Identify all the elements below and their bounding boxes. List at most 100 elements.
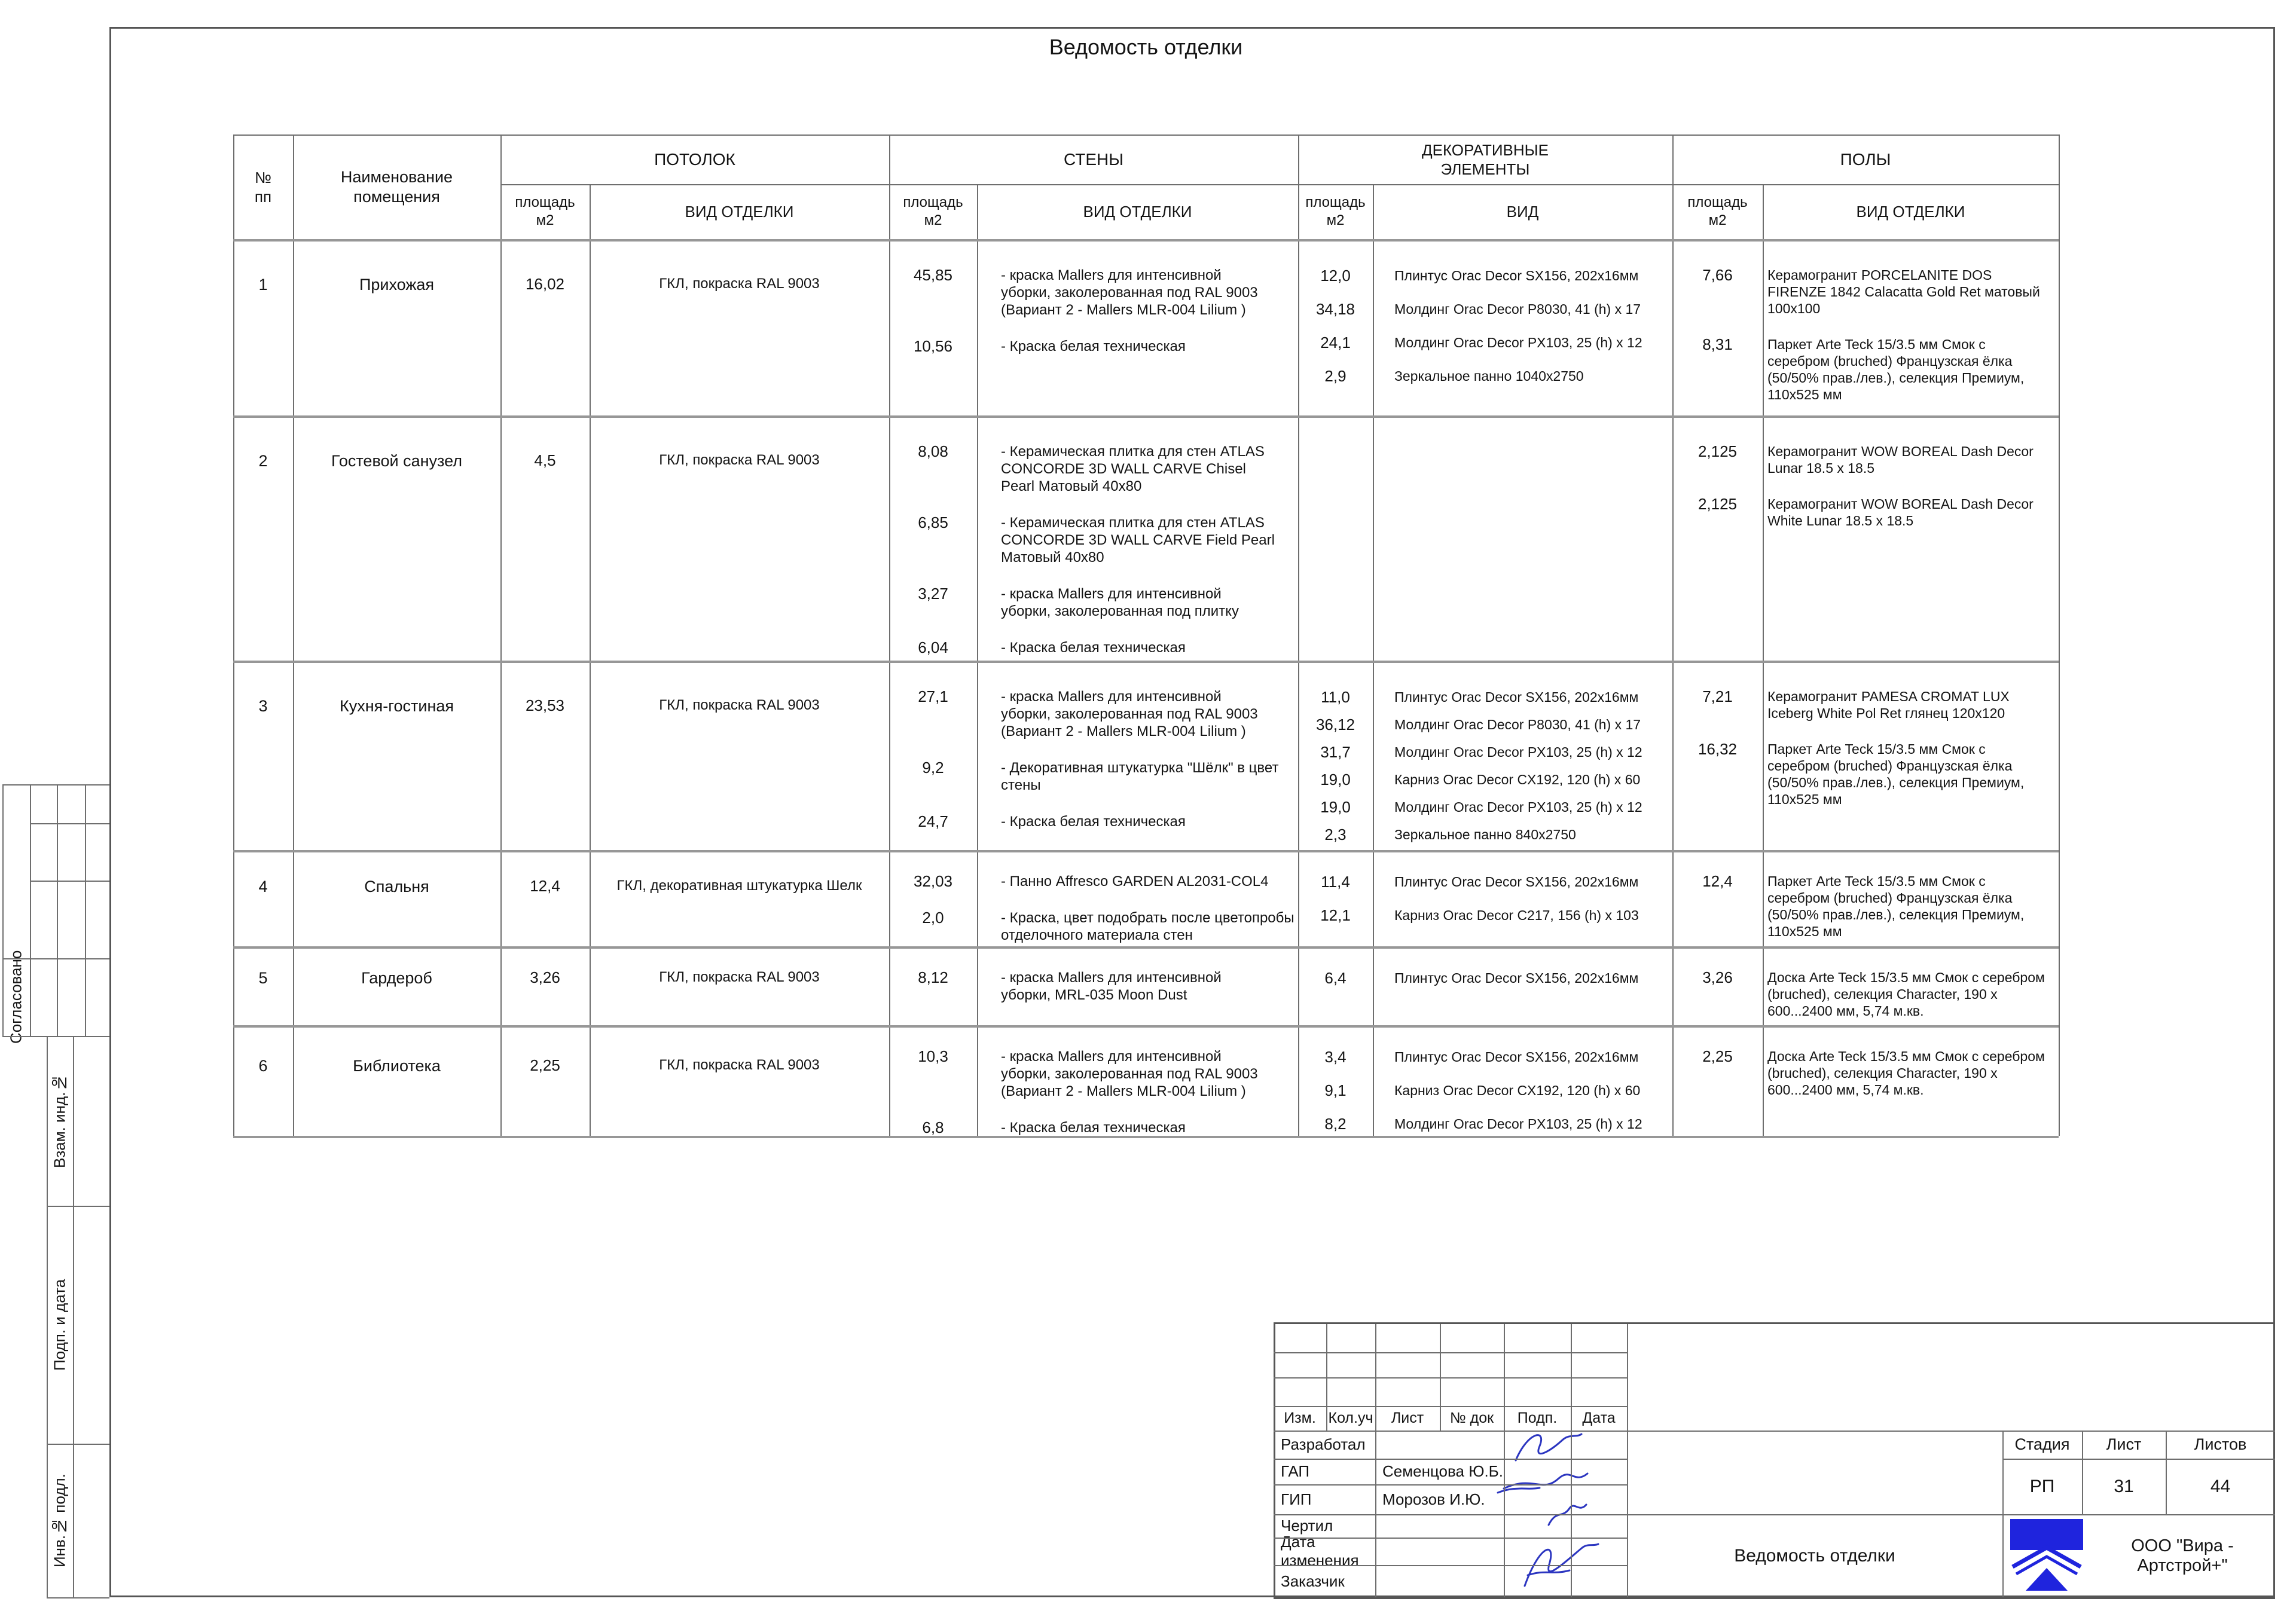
group-decor: ДЕКОРАТИВНЫЕ ЭЛЕМЕНТЫ (1422, 140, 1549, 178)
walls-item: 2,0 - Краска, цвет подобрать после цветоп… (889, 909, 1298, 944)
area-value: 11,0 (1321, 688, 1350, 706)
walls-item: 8,12 - краска Mallers для интенсивной убо… (889, 969, 1298, 1004)
finish-desc: - Керамическая плитка для стен ATLAS CON… (1001, 444, 1265, 494)
grid-line (233, 661, 2059, 663)
grid-line (1274, 1322, 1275, 1597)
grid-line (1672, 135, 1674, 1136)
finish-desc: Карниз Orac Decor C217, 156 (h) х 103 (1394, 907, 1639, 923)
rev-header-koluch: Кол.уч (1328, 1410, 1373, 1426)
grid-line (1274, 1484, 1627, 1486)
company-name: ООО "Вира - Артстрой+" (2131, 1536, 2234, 1575)
floors-item: 3,26 Доска Arte Teck 15/3.5 мм Смок с сер… (1672, 969, 2059, 1019)
area-value: 11,4 (1321, 873, 1350, 891)
rev-header-ndok: № док (1449, 1410, 1494, 1426)
room-name: Гардероб (361, 969, 432, 987)
ceiling-area: 4,5 (534, 451, 556, 469)
sheets-header: Листов (2194, 1435, 2247, 1453)
walls-items: 8,08 - Керамическая плитка для стен ATLAS… (889, 415, 1298, 661)
header-area-floors: площадь м2 (1687, 194, 1748, 228)
finish-desc: - Краска белая техническая (1001, 640, 1186, 656)
walls-item: 3,27 - краска Mallers для интенсивной убо… (889, 585, 1298, 620)
room-name: Кухня-гостиная (339, 697, 454, 715)
decor-item: 36,12 Молдинг Orac Decor P8030, 41 (h) х … (1298, 716, 1672, 733)
grid-line (1274, 1565, 1627, 1566)
role-drawn: Чертил (1281, 1517, 1333, 1535)
rev-header-data: Дата (1582, 1410, 1616, 1426)
walls-items: 27,1 - краска Mallers для интенсивной убо… (889, 661, 1298, 850)
area-value: 6,4 (1324, 969, 1347, 987)
finish-desc: Плинтус Orac Decor SX156, 202х16мм (1394, 268, 1639, 283)
area-value: 10,56 (913, 337, 953, 355)
walls-item: 6,04 - Краска белая техническая (889, 639, 1298, 656)
walls-item: 27,1 - краска Mallers для интенсивной убо… (889, 688, 1298, 740)
role-gap: ГАП (1281, 1462, 1310, 1480)
grid-line (2, 958, 109, 959)
decor-item: 19,0 Молдинг Orac Decor PX103, 25 (h) х 1… (1298, 798, 1672, 816)
page-title: Ведомость отделки (1049, 35, 1243, 59)
grid-line (2082, 1431, 2083, 1514)
header-vid-decor: ВИД (1506, 203, 1539, 221)
finish-desc: Зеркальное панно 840х2750 (1394, 827, 1576, 842)
grid-line (233, 1025, 2059, 1028)
grid-line (30, 784, 31, 1036)
finish-desc: Керамогранит PORCELANITE DOS FIRENZE 184… (1767, 267, 2040, 316)
grid-line (1375, 1322, 1376, 1597)
grid-line (1763, 184, 1764, 1136)
header-area-walls: площадь м2 (903, 194, 963, 228)
floors-items: 3,26 Доска Arte Teck 15/3.5 мм Смок с сер… (1672, 946, 2059, 1025)
header-area-ceiling: площадь м2 (515, 194, 575, 228)
finish-desc: Керамогранит WOW BOREAL Dash Decor White… (1767, 496, 2034, 528)
header-room: Наименование помещения (340, 167, 453, 206)
sheet-number: 31 (2114, 1476, 2134, 1496)
group-walls: СТЕНЫ (1063, 149, 1124, 169)
grid-line (500, 184, 2059, 185)
area-value: 31,7 (1320, 743, 1351, 761)
grid-line (1274, 1597, 2275, 1599)
area-value: 32,03 (913, 872, 953, 890)
walls-items: 32,03 - Панно Affresco GARDEN AL2031-COL4… (889, 850, 1298, 946)
floors-item: 8,31 Паркет Arte Teck 15/3.5 мм Смок с се… (1672, 336, 2059, 403)
grid-line (47, 1444, 109, 1445)
area-value: 16,32 (1697, 740, 1738, 758)
finish-desc: - краска Mallers для интенсивной уборки,… (1001, 586, 1239, 619)
ceiling-area: 16,02 (525, 275, 565, 293)
grid-line (293, 135, 294, 1136)
finish-desc: Доска Arte Teck 15/3.5 мм Смок с серебро… (1767, 1049, 2045, 1098)
decor-item: 8,2 Молдинг Orac Decor PX103, 25 (h) х 12 (1298, 1115, 1672, 1133)
area-value: 12,4 (1702, 872, 1733, 890)
floors-items: 2,25 Доска Arte Teck 15/3.5 мм Смок с сер… (1672, 1025, 2059, 1136)
area-value: 3,4 (1324, 1048, 1347, 1066)
finish-desc: - краска Mallers для интенсивной уборки,… (1001, 970, 1222, 1003)
grid-line (233, 135, 234, 1136)
grid-line (85, 784, 86, 1036)
area-value: 27,1 (918, 687, 948, 705)
grid-line (1373, 184, 1374, 1136)
ceiling-finish: ГКЛ, покраска RAL 9003 (659, 969, 820, 985)
ceiling-area: 12,4 (530, 877, 560, 895)
floors-items: 2,125 Керамогранит WOW BOREAL Dash Decor … (1672, 415, 2059, 661)
group-floors: ПОЛЫ (1840, 149, 1891, 169)
area-value: 12,1 (1320, 906, 1351, 924)
area-value: 34,18 (1315, 300, 1355, 318)
grid-line (1274, 1514, 2275, 1515)
ceiling-finish: ГКЛ, декоративная штукатурка Шелк (616, 878, 862, 894)
finish-desc: - Краска белая техническая (1001, 1120, 1186, 1136)
walls-item: 9,2 - Декоративная штукатурка "Шёлк" в цв… (889, 759, 1298, 794)
finish-desc: Плинтус Orac Decor SX156, 202х16мм (1394, 874, 1639, 890)
grid-line (47, 1206, 109, 1207)
floors-item: 12,4 Паркет Arte Teck 15/3.5 мм Смок с се… (1672, 873, 2059, 940)
role-gip: ГИП (1281, 1490, 1312, 1508)
sheets-total: 44 (2210, 1476, 2231, 1496)
floors-item: 7,66 Керамогранит PORCELANITE DOS FIRENZE… (1672, 267, 2059, 317)
header-area-decor: площадь м2 (1305, 194, 1366, 228)
room-name: Прихожая (359, 276, 435, 294)
ceiling-finish: ГКЛ, покраска RAL 9003 (659, 697, 820, 713)
finish-desc: - краска Mallers для интенсивной уборки,… (1001, 267, 1258, 318)
grid-line (233, 135, 2059, 136)
grid-line (1627, 1322, 1628, 1597)
finish-desc: Плинтус Orac Decor SX156, 202х16мм (1394, 689, 1639, 705)
walls-item: 32,03 - Панно Affresco GARDEN AL2031-COL4 (889, 873, 1298, 890)
finish-desc: Доска Arte Teck 15/3.5 мм Смок с серебро… (1767, 970, 2045, 1019)
area-value: 2,125 (1697, 495, 1738, 513)
